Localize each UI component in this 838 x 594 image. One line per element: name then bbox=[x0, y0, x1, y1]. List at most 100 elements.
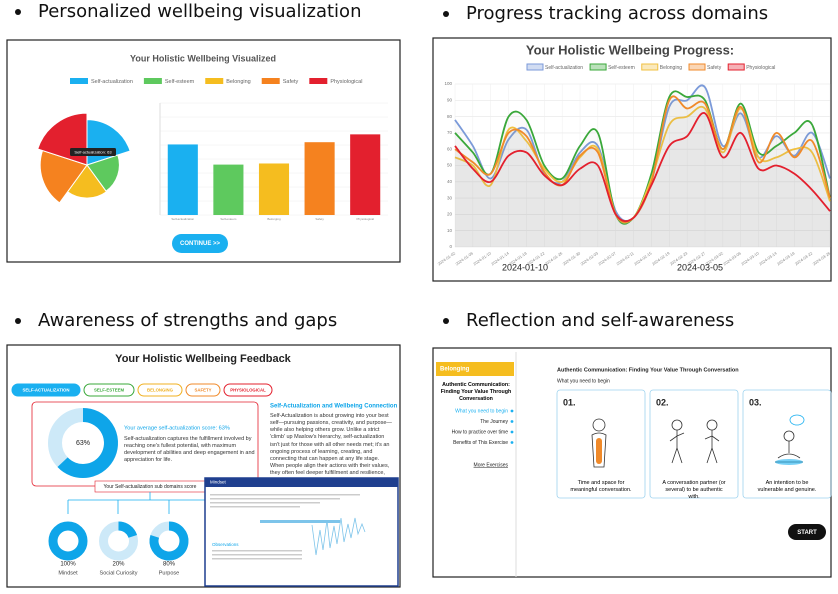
score-text: Your average self-actualization score: 6… bbox=[124, 425, 230, 431]
tab-label: SELF-ESTEEM bbox=[94, 388, 125, 393]
connector bbox=[67, 492, 221, 514]
donut-value bbox=[57, 408, 118, 478]
illustration bbox=[591, 418, 607, 468]
series-area bbox=[455, 91, 830, 247]
tooltip: Self-actualization: 63 bbox=[74, 150, 112, 155]
illustration bbox=[596, 438, 602, 464]
bullet bbox=[443, 11, 449, 17]
exercise-title: Authentic Communication: Finding Your Va… bbox=[557, 367, 739, 373]
legend-swatch bbox=[589, 63, 607, 71]
value-label: 80% bbox=[163, 562, 176, 568]
heading: Awareness of strengths and gaps bbox=[38, 310, 337, 331]
legend-label: Physiological bbox=[746, 65, 775, 71]
donut-label: 63% bbox=[76, 440, 90, 447]
card-number: 01. bbox=[563, 397, 576, 407]
legend-swatch bbox=[143, 78, 162, 84]
sidebar-item[interactable]: What you need to begin bbox=[455, 408, 508, 414]
subdomain-name: Social Curiosity bbox=[100, 570, 138, 576]
tab[interactable] bbox=[223, 383, 273, 397]
y-tick-label: 30 bbox=[447, 195, 453, 200]
y-tick-label: 50 bbox=[447, 163, 453, 168]
card-text: A conversation partner (or several) to be… bbox=[662, 480, 725, 500]
overlay-text-line bbox=[210, 502, 320, 504]
date-label: 2024-03-05 bbox=[677, 262, 723, 272]
tab[interactable] bbox=[83, 383, 135, 397]
y-tick-label: 80 bbox=[447, 114, 453, 119]
button-label: CONTINUE >> bbox=[180, 241, 221, 247]
chart-title: Your Holistic Wellbeing Progress: bbox=[526, 42, 734, 57]
date-label: 2024-01-10 bbox=[502, 262, 548, 272]
overlay-text-line bbox=[212, 554, 302, 556]
sidebar-dot bbox=[510, 430, 514, 434]
overlay-title: Mindset bbox=[210, 480, 227, 485]
legend-swatch bbox=[261, 78, 280, 84]
sidebar-item[interactable]: How to practice over time bbox=[452, 429, 509, 435]
subdomain-name: Mindset bbox=[58, 570, 78, 576]
bullet bbox=[15, 9, 21, 15]
bullet bbox=[443, 318, 449, 324]
panel bbox=[6, 344, 401, 588]
legend-swatch bbox=[727, 63, 745, 71]
overlay-section: Observations bbox=[212, 542, 239, 547]
heading: Reflection and self-awareness bbox=[466, 310, 734, 331]
legend-label: Safety bbox=[707, 65, 722, 71]
card-number: 02. bbox=[656, 397, 669, 407]
illustration bbox=[775, 459, 803, 465]
legend-label: Physiological bbox=[330, 79, 362, 85]
card bbox=[649, 389, 739, 499]
bar bbox=[350, 134, 381, 215]
sidebar-item[interactable]: Benefits of This Exercise bbox=[453, 440, 508, 446]
legend-swatch bbox=[526, 63, 544, 71]
illustration bbox=[789, 414, 805, 426]
x-tick-label: 2024-02-19 bbox=[651, 250, 671, 266]
donut-value bbox=[149, 521, 189, 561]
start-button[interactable] bbox=[788, 524, 826, 540]
x-tick-label: Belonging bbox=[267, 217, 281, 221]
x-tick-label: 2024-03-06 bbox=[722, 250, 742, 266]
legend-label: Belonging bbox=[660, 65, 682, 71]
value-label: 100% bbox=[60, 562, 76, 568]
x-tick-label: Physiological bbox=[356, 217, 374, 221]
polar-slice bbox=[66, 164, 108, 199]
more-link[interactable]: More Exercises bbox=[474, 462, 509, 468]
button[interactable] bbox=[172, 234, 228, 253]
legend-label: Self-esteem bbox=[165, 79, 195, 85]
x-tick-label: 2024-02-15 bbox=[633, 250, 653, 266]
overlay-text-line bbox=[210, 494, 360, 496]
x-tick-label: 2024-01-02 bbox=[437, 250, 457, 266]
tab-label: SELF-ACTUALIZATION bbox=[23, 388, 70, 393]
y-tick-label: 0 bbox=[449, 244, 452, 249]
sidebar-dot bbox=[510, 441, 514, 444]
overlay-text-line bbox=[212, 558, 302, 560]
sidebar-item[interactable]: The Journey bbox=[480, 419, 508, 425]
overlay-sparkline bbox=[311, 517, 366, 556]
tooltip-bg bbox=[70, 148, 116, 156]
subdomain-name: Purpose bbox=[159, 570, 180, 576]
y-tick-label: 70 bbox=[447, 130, 453, 135]
tab[interactable] bbox=[137, 383, 183, 397]
card-number: 03. bbox=[749, 397, 762, 407]
series-area bbox=[455, 85, 830, 248]
exercise-subtitle: What you need to begin bbox=[557, 378, 610, 384]
y-tick-label: 90 bbox=[447, 97, 453, 102]
tab-label: SAFETY bbox=[195, 388, 212, 393]
sidebar-dot bbox=[510, 409, 514, 413]
tab[interactable] bbox=[185, 383, 221, 397]
side-text: Self-Actualization is about growing into… bbox=[270, 413, 392, 477]
x-tick-label: Self-esteem bbox=[220, 217, 237, 221]
y-tick-label: 100 bbox=[444, 81, 452, 86]
heading: Personalized wellbeing visualization bbox=[38, 1, 361, 22]
x-tick-label: Self-actualization bbox=[171, 217, 194, 221]
x-tick-label: 2024-01-06 bbox=[454, 250, 474, 266]
legend-label: Self-actualization bbox=[91, 79, 133, 85]
sidebar-dot bbox=[510, 420, 514, 423]
page-title: Your Holistic Wellbeing Feedback bbox=[115, 353, 292, 365]
series-line bbox=[454, 112, 831, 223]
donut-value bbox=[48, 521, 88, 561]
x-tick-label: Safety bbox=[315, 217, 324, 221]
y-tick-label: 40 bbox=[447, 179, 453, 184]
tab[interactable] bbox=[11, 383, 81, 397]
illustration bbox=[669, 419, 720, 464]
